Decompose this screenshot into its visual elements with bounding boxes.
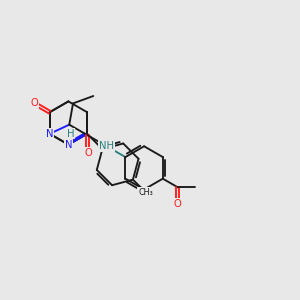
Text: O: O	[31, 98, 38, 108]
Text: N: N	[65, 140, 72, 150]
Text: H: H	[67, 129, 74, 139]
Text: CH₃: CH₃	[138, 188, 153, 196]
Text: O: O	[174, 199, 182, 208]
Text: NH: NH	[99, 141, 114, 151]
Text: O: O	[84, 148, 92, 158]
Text: N: N	[46, 129, 53, 139]
